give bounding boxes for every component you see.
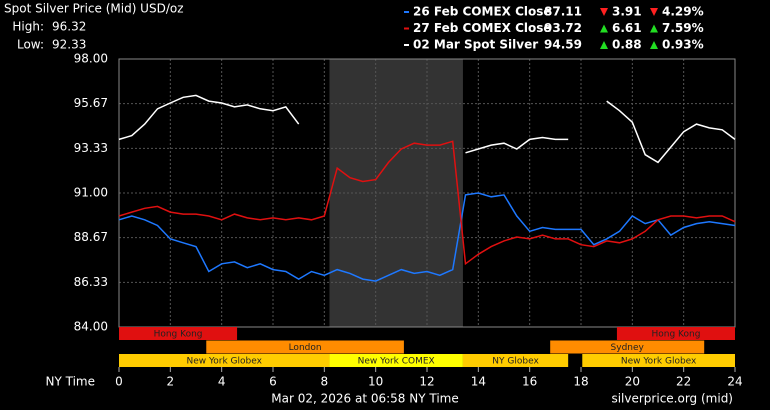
series-line <box>118 192 736 282</box>
session-bar <box>206 340 404 354</box>
y-tick-label: 98.00 <box>74 52 108 66</box>
x-tick-label: 8 <box>321 375 329 389</box>
y-tick-label: 91.00 <box>74 186 108 200</box>
x-tick-label: 4 <box>218 375 226 389</box>
legend-close: 94.59 <box>544 38 582 52</box>
y-tick-label: 93.33 <box>74 141 108 155</box>
trend-arrow <box>650 8 658 16</box>
high-value: 96.32 <box>52 20 86 34</box>
legend-change-pct: 7.59% <box>662 21 704 35</box>
trend-arrow <box>600 24 608 33</box>
x-tick-label: 22 <box>676 375 691 389</box>
x-tick-label: 2 <box>167 375 175 389</box>
session-bar <box>329 354 463 367</box>
session-label: New York COMEX <box>358 357 435 367</box>
x-tick-label: 12 <box>419 375 434 389</box>
session-label: Hong Kong <box>651 330 700 340</box>
y-tick-label: 86.33 <box>74 275 108 289</box>
x-tick-label: 24 <box>727 375 742 389</box>
x-tick-label: 16 <box>522 375 537 389</box>
session-bar <box>119 327 238 340</box>
session-bar <box>616 327 735 340</box>
trend-arrow <box>600 41 608 49</box>
session-label: New York Globex <box>186 357 262 367</box>
legend-change: 6.61 <box>612 21 642 35</box>
legend-label: 27 Feb COMEX Close <box>413 21 552 35</box>
x-tick-label: 18 <box>573 375 588 389</box>
low-value: 92.33 <box>52 38 86 52</box>
session-label: Hong Kong <box>154 330 203 340</box>
y-tick-label: 88.67 <box>74 230 108 244</box>
legend-close: 93.72 <box>544 21 582 35</box>
trend-arrow <box>650 41 658 49</box>
high-label: High: <box>12 20 44 34</box>
series-line <box>118 94 736 164</box>
legend-label: 02 Mar Spot Silver <box>413 38 538 52</box>
legend-change-pct: 0.93% <box>662 38 704 52</box>
footer: Mar 02, 2026 at 06:58 NY Time <box>271 392 458 406</box>
session-label: London <box>289 343 322 353</box>
session-bar <box>582 354 735 367</box>
session-bar <box>550 340 705 354</box>
session-bar <box>119 354 330 367</box>
low-label: Low: <box>17 38 44 52</box>
session-bar <box>462 354 569 367</box>
legend-change-pct: 4.29% <box>662 5 704 19</box>
x-tick-label: 0 <box>115 375 123 389</box>
x-axis-label: NY Time <box>46 375 96 389</box>
legend-label: 26 Feb COMEX Close <box>413 5 552 19</box>
y-tick-label: 84.00 <box>74 320 108 334</box>
x-tick-label: 10 <box>368 375 383 389</box>
x-tick-label: 20 <box>625 375 640 389</box>
session-label: NY Globex <box>492 357 539 367</box>
series-line <box>118 140 736 266</box>
session-label: New York Globex <box>621 357 697 367</box>
trend-arrow <box>600 8 608 16</box>
session-label: Sydney <box>611 343 645 353</box>
legend-change: 0.88 <box>612 38 642 52</box>
legend-change: 3.91 <box>612 5 642 19</box>
x-tick-label: 6 <box>269 375 277 389</box>
legend-close: 87.11 <box>544 5 582 19</box>
trend-arrow <box>650 24 658 33</box>
source: silverprice.org (mid) <box>611 392 733 406</box>
y-tick-label: 95.67 <box>74 96 108 110</box>
plot-frame <box>118 58 736 328</box>
x-tick-label: 14 <box>471 375 486 389</box>
chart-title: Spot Silver Price (Mid) USD/oz <box>4 2 184 16</box>
